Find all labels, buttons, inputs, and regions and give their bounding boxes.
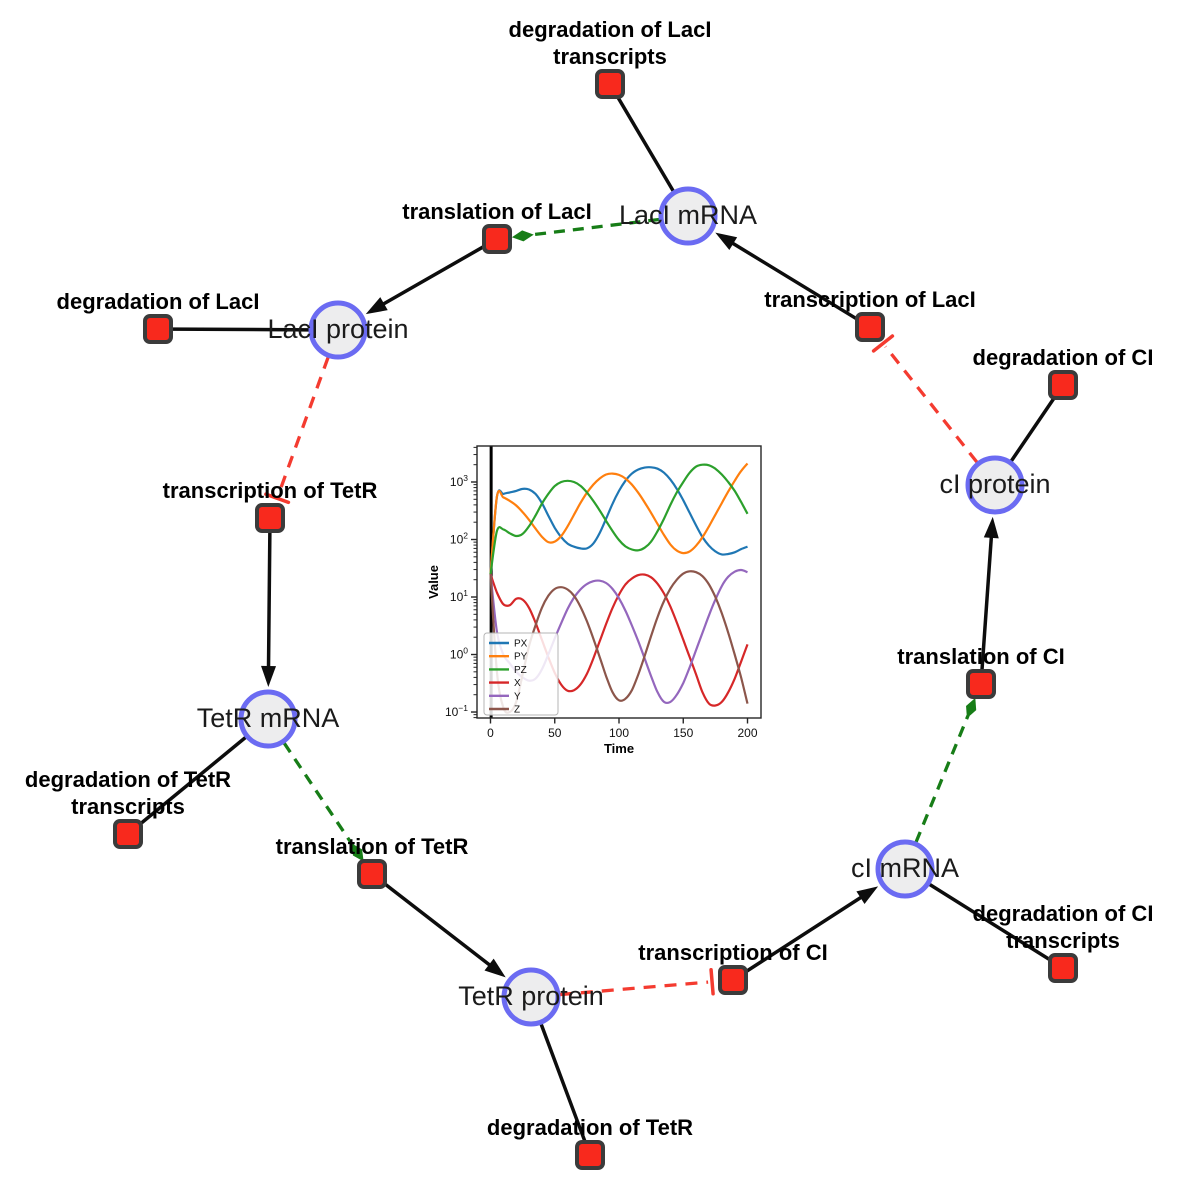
reaction-label: translation of LacI bbox=[402, 199, 591, 224]
series-line-x bbox=[489, 573, 749, 707]
reaction-label: transcription of LacI bbox=[764, 287, 975, 312]
arrowhead-icon bbox=[983, 516, 999, 539]
legend-entry-label: X bbox=[514, 678, 521, 689]
reaction-label: degradation of CI transcripts bbox=[973, 901, 1154, 953]
arrowhead-icon bbox=[261, 665, 277, 688]
reaction-label: transcription of TetR bbox=[163, 478, 378, 503]
species-label: cI protein bbox=[939, 469, 1050, 499]
reaction-node-deg-ci[interactable] bbox=[1048, 370, 1078, 400]
species-label: TetR protein bbox=[458, 981, 604, 1011]
y-tick-label: 102 bbox=[450, 531, 468, 547]
reaction-node-deg-laci[interactable] bbox=[143, 314, 173, 344]
edge-inhibition-ci-protein-transcription-laci bbox=[871, 334, 979, 464]
edge-inhibition-tetr-protein-transcription-ci bbox=[559, 968, 715, 997]
x-tick-label: 200 bbox=[737, 726, 757, 740]
species-node-laci-mrna[interactable] bbox=[658, 186, 718, 246]
reaction-node-translation-ci[interactable] bbox=[966, 669, 996, 699]
reaction-node-deg-tetr-transcripts[interactable] bbox=[113, 819, 143, 849]
arrowhead-icon bbox=[365, 297, 388, 315]
edge-inhibition-laci-protein-transcription-tetr bbox=[264, 356, 330, 505]
edge-reactant-ci-protein-deg-ci bbox=[1009, 395, 1057, 463]
reaction-label: degradation of CI bbox=[973, 345, 1154, 370]
edge-product-transcription-tetr-tetr-mrna bbox=[261, 531, 277, 688]
y-tick-label: 103 bbox=[450, 473, 468, 489]
edge-reactant-tetr-protein-deg-tetr bbox=[539, 1022, 587, 1143]
nodes-layer bbox=[113, 69, 1078, 1170]
species-node-tetr-protein[interactable] bbox=[501, 967, 561, 1027]
edge-modifier-ci-mrna-translation-ci bbox=[914, 697, 977, 843]
timeseries-inset: 10−1 100 101 102 103 0 50 100 150 200 Time Value PX P… bbox=[425, 440, 770, 760]
modifier-diamond-icon bbox=[351, 843, 364, 862]
x-axis-label: Time bbox=[604, 741, 634, 756]
chart-axes: 10−1 100 101 102 103 0 50 100 150 200 Time Value bbox=[426, 446, 758, 756]
modifier-diamond-icon bbox=[511, 230, 534, 242]
edge-reactant-ci-mrna-deg-ci-transcripts bbox=[927, 882, 1053, 962]
reaction-node-translation-tetr[interactable] bbox=[357, 859, 387, 889]
reaction-label: degradation of LacI bbox=[57, 289, 260, 314]
reaction-label: degradation of TetR transcripts bbox=[25, 767, 231, 819]
reaction-node-transcription-laci[interactable] bbox=[855, 312, 885, 342]
x-tick-label: 100 bbox=[609, 726, 629, 740]
reaction-node-translation-laci[interactable] bbox=[482, 224, 512, 254]
reaction-label: degradation of LacI transcripts bbox=[509, 17, 712, 69]
labels-layer: degradation of LacI transcripts translatio… bbox=[25, 17, 1154, 1140]
x-tick-label: 50 bbox=[548, 726, 562, 740]
arrowhead-icon bbox=[856, 886, 879, 905]
reaction-node-deg-ci-transcripts[interactable] bbox=[1048, 953, 1078, 983]
edge-product-translation-laci-laci-protein bbox=[365, 244, 486, 315]
reaction-label: degradation of TetR bbox=[487, 1115, 693, 1140]
legend-entry-label: PY bbox=[514, 652, 528, 663]
chart-legend: PX PY PZ XYZ bbox=[483, 632, 559, 716]
edge-product-transcription-ci-ci-mrna bbox=[743, 886, 879, 974]
y-axis-label: Value bbox=[426, 565, 441, 599]
y-tick-label: 101 bbox=[450, 588, 468, 604]
species-node-tetr-mrna[interactable] bbox=[238, 689, 298, 749]
inhibition-tbar-icon bbox=[264, 492, 291, 505]
edge-modifier-laci-mrna-translation-laci bbox=[511, 217, 660, 242]
legend-entry-label: PZ bbox=[514, 665, 527, 676]
legend-entry-label: Z bbox=[514, 705, 520, 716]
plot-frame bbox=[476, 445, 762, 719]
species-label: TetR mRNA bbox=[197, 703, 340, 733]
species-node-ci-mrna[interactable] bbox=[875, 839, 935, 899]
y-tick-label: 100 bbox=[450, 646, 468, 662]
species-node-laci-protein[interactable] bbox=[308, 300, 368, 360]
species-label: LacI mRNA bbox=[619, 200, 757, 230]
arrowhead-icon bbox=[484, 958, 506, 978]
inhibition-tbar-icon bbox=[709, 968, 715, 996]
legend-entry-label: Y bbox=[514, 691, 521, 702]
edge-product-translation-ci-ci-protein bbox=[980, 516, 999, 671]
edge-reactant-tetr-mrna-deg-tetr-transcripts bbox=[137, 735, 248, 827]
y-tick-label: 10−1 bbox=[445, 703, 468, 719]
series-line-py bbox=[489, 462, 749, 575]
series-line-pz bbox=[489, 463, 749, 575]
edge-product-translation-tetr-tetr-protein bbox=[382, 881, 506, 978]
modifier-diamond-icon bbox=[966, 697, 977, 719]
x-tick-label: 150 bbox=[673, 726, 693, 740]
species-label: cI mRNA bbox=[851, 853, 959, 883]
x-tick-label: 0 bbox=[487, 726, 494, 740]
arrowhead-icon bbox=[715, 232, 738, 250]
species-node-ci-protein[interactable] bbox=[965, 455, 1025, 515]
inhibition-tbar-icon bbox=[871, 334, 895, 353]
reaction-node-deg-laci-transcripts[interactable] bbox=[595, 69, 625, 99]
edge-product-transcription-laci-laci-mrna bbox=[715, 232, 859, 321]
reaction-node-transcription-tetr[interactable] bbox=[255, 503, 285, 533]
edge-reactant-laci-mrna-deg-laci-transcripts bbox=[615, 95, 675, 193]
series-line-px bbox=[489, 466, 748, 575]
legend-entry-label: PX bbox=[514, 639, 528, 650]
reaction-label: transcription of CI bbox=[638, 940, 827, 965]
reaction-label: translation of TetR bbox=[276, 834, 469, 859]
reaction-node-transcription-ci[interactable] bbox=[718, 965, 748, 995]
species-label: LacI protein bbox=[267, 314, 408, 344]
edges-layer bbox=[137, 95, 1057, 1143]
reaction-label: translation of CI bbox=[897, 644, 1064, 669]
reaction-node-deg-tetr[interactable] bbox=[575, 1140, 605, 1170]
edge-modifier-tetr-mrna-translation-tetr bbox=[282, 742, 364, 862]
edge-reactant-laci-protein-deg-laci bbox=[171, 327, 311, 332]
